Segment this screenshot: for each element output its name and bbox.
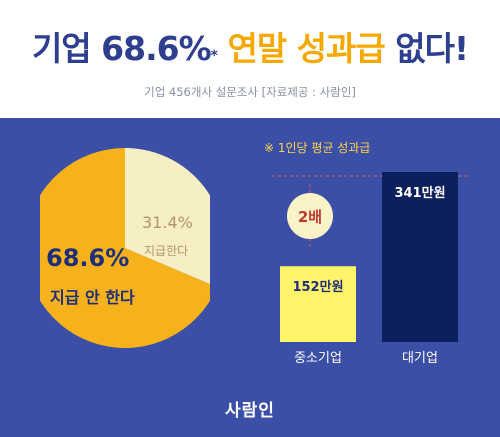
bar-value-sme: 152만원: [292, 279, 343, 295]
bar-chart: 2배 152만원 341만원 중소기업 대기업: [272, 172, 470, 366]
title-highlight: 연말 성과급: [227, 29, 385, 68]
ratio-label: 2배: [298, 208, 322, 226]
title-prefix: 기업 68.6%: [31, 29, 212, 68]
ratio-bubble: [287, 193, 333, 239]
pie-minor-value: 31.4%: [142, 213, 193, 232]
title-star: *: [210, 48, 218, 64]
bar-sme: [280, 266, 356, 342]
header: [0, 0, 500, 118]
pie-chart: [40, 148, 210, 348]
page-subtitle: 기업 456개사 설문조사 [자료제공 : 사람인]: [144, 85, 356, 99]
brand-logo: 사람인: [225, 401, 275, 421]
bar-category-sme: 중소기업: [294, 351, 342, 366]
pie-minor-label: 지급한다: [144, 244, 189, 258]
pie-major-label: 지급 안 한다: [50, 288, 135, 307]
bar-chart-title: ※ 1인당 평균 성과급: [264, 141, 371, 155]
pie-major-value: 68.6%: [46, 244, 130, 272]
title-suffix: 없다!: [395, 29, 469, 68]
bar-category-large-corp: 대기업: [402, 351, 438, 366]
page-title: 기업 68.6%* 연말 성과급 없다!: [0, 22, 500, 70]
bar-value-large-corp: 341만원: [394, 185, 445, 201]
bar-large-corp: [382, 172, 458, 342]
pie-slice-minor: [125, 148, 210, 285]
